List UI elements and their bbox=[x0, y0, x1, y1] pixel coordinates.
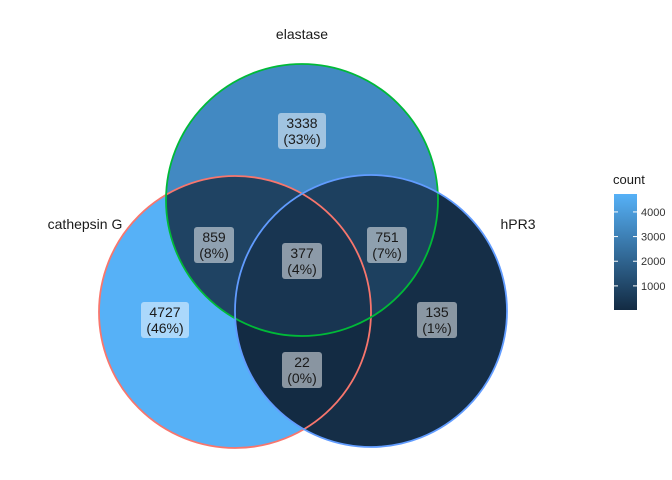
region-label-box bbox=[367, 227, 407, 263]
region-percent: (4%) bbox=[287, 261, 317, 277]
region-label-box bbox=[141, 302, 189, 338]
legend-title: count bbox=[613, 172, 645, 187]
region-count: 377 bbox=[290, 245, 314, 261]
region-count: 4727 bbox=[149, 304, 180, 320]
region-count: 135 bbox=[425, 304, 449, 320]
region-percent: (1%) bbox=[422, 320, 452, 336]
region-label-box bbox=[417, 302, 457, 338]
region-label-box bbox=[282, 243, 322, 279]
legend-tick-label: 1000 bbox=[641, 281, 665, 293]
region-label-cathepsin-elastase: 859(8%) bbox=[194, 227, 234, 263]
region-label-box bbox=[278, 113, 326, 149]
region-percent: (46%) bbox=[146, 320, 183, 336]
region-count: 859 bbox=[202, 229, 226, 245]
set-label-elastase: elastase bbox=[276, 26, 328, 42]
set-label-cathepsin-g: cathepsin G bbox=[48, 216, 123, 232]
outline-elastase bbox=[165, 63, 439, 337]
legend-tick-label: 3000 bbox=[641, 232, 665, 244]
legend-tick-label: 4000 bbox=[641, 207, 665, 219]
outline-hpr3 bbox=[234, 174, 508, 448]
region-label-cathepsin-hpr3: 22(0%) bbox=[282, 352, 322, 388]
legend-tick-label: 2000 bbox=[641, 256, 665, 268]
region-percent: (8%) bbox=[199, 245, 229, 261]
region-label-all-three: 377(4%) bbox=[282, 243, 322, 279]
region-percent: (7%) bbox=[372, 245, 402, 261]
region-label-elastase-only: 3338(33%) bbox=[278, 113, 326, 149]
region-percent: (0%) bbox=[287, 370, 317, 386]
venn-outlines bbox=[98, 63, 508, 449]
region-count: 751 bbox=[375, 229, 399, 245]
set-label-hpr3: hPR3 bbox=[500, 216, 535, 232]
legend-ticks: 1000 2000 3000 4000 bbox=[614, 207, 665, 293]
legend-colorbar bbox=[614, 194, 637, 310]
outline-cathepsin-g bbox=[98, 175, 372, 449]
color-legend: count 1000 2000 3000 4000 bbox=[613, 172, 665, 310]
region-label-elastase-hpr3: 751(7%) bbox=[367, 227, 407, 263]
region-count: 22 bbox=[294, 354, 310, 370]
region-percent: (33%) bbox=[283, 131, 320, 147]
region-label-hpr3-only: 135(1%) bbox=[417, 302, 457, 338]
region-labels: 3338(33%) 4727(46%) 135(1%) 859(8%) 751(7%) 2… bbox=[141, 113, 457, 388]
region-label-cathepsin-only: 4727(46%) bbox=[141, 302, 189, 338]
region-label-box bbox=[282, 352, 322, 388]
region-count: 3338 bbox=[286, 115, 317, 131]
region-label-box bbox=[194, 227, 234, 263]
